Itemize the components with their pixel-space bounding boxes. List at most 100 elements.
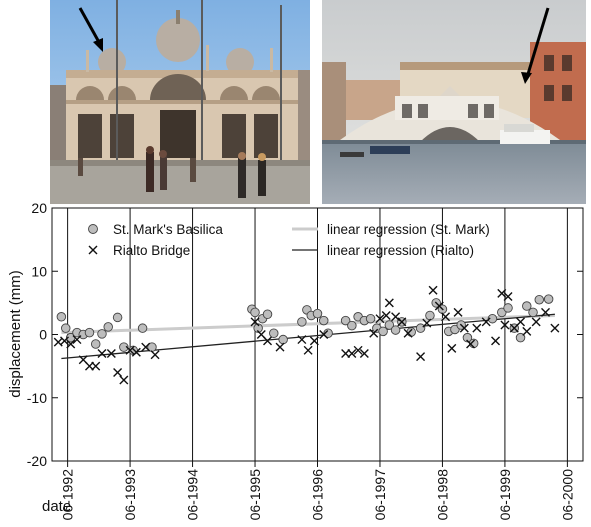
st-marks-point	[103, 322, 113, 332]
legend-marker-rialto	[88, 245, 98, 255]
rialto-point	[131, 347, 141, 357]
st-marks-point	[97, 329, 107, 339]
legend-label-st-marks: St. Mark's Basilica	[113, 222, 223, 237]
rialto-point	[353, 345, 363, 355]
st-marks-point	[378, 326, 388, 337]
rialto-point-stroke	[113, 367, 123, 377]
st-marks-point	[323, 328, 333, 338]
rialto-point	[347, 348, 357, 358]
photos-strip	[50, 0, 586, 204]
rialto-point	[381, 311, 391, 321]
x-tick-label: 06-1993	[122, 469, 138, 521]
rialto-point-stroke	[491, 336, 501, 346]
rialto-point	[453, 307, 463, 317]
rialto-point	[550, 323, 560, 333]
rialto-point	[403, 328, 413, 338]
rialto-point	[531, 317, 541, 327]
rialto-point	[472, 323, 482, 333]
rialto-point	[481, 317, 491, 327]
rialto-point-stroke	[428, 285, 438, 295]
rialto-point-stroke	[263, 336, 273, 346]
rialto-point-stroke	[531, 317, 541, 327]
rialto-point	[141, 342, 151, 352]
rialto-point-stroke	[403, 328, 413, 338]
st-marks-point	[312, 308, 323, 319]
rialto-point	[119, 375, 129, 385]
rialto-point	[522, 326, 532, 336]
rialto-point	[516, 317, 526, 327]
st-marks-point	[253, 323, 263, 333]
rialto-point	[503, 292, 513, 302]
st-marks-point	[390, 325, 401, 335]
st-marks-point	[515, 332, 526, 343]
rialto-point	[250, 317, 260, 327]
rialto-point-stroke	[66, 339, 76, 349]
rialto-point	[491, 336, 501, 346]
st-marks-point	[137, 323, 148, 333]
rialto-point-stroke	[397, 317, 407, 327]
rialto-point	[434, 301, 444, 311]
rialto-point-stroke	[381, 311, 391, 321]
rialto-point-stroke	[150, 350, 160, 360]
rialto-point-stroke	[369, 328, 379, 338]
rialto-point	[91, 361, 101, 371]
st-marks-point	[297, 317, 307, 327]
rialto-point-stroke	[434, 301, 444, 311]
rialto-point-stroke	[131, 347, 141, 357]
x-tick-label: 06-2000	[559, 469, 575, 521]
x-tick-label: 06-1992	[60, 469, 76, 521]
st-marks-point	[278, 334, 288, 345]
rialto-point-stroke	[78, 355, 88, 365]
rialto-point-stroke	[297, 335, 307, 345]
rialto-point	[297, 335, 307, 345]
rialto-point-stroke	[453, 307, 463, 317]
st-marks-point	[384, 320, 395, 330]
rialto-point	[397, 317, 407, 327]
st-marks-point	[503, 303, 513, 313]
x-tick-label: 06-1997	[372, 469, 388, 521]
rialto-point-stroke	[391, 312, 401, 322]
rialto-point	[391, 312, 401, 322]
rialto-point	[97, 348, 107, 358]
rialto-point-stroke	[375, 314, 385, 324]
rialto-point-stroke	[459, 323, 469, 333]
rialto-point-stroke	[466, 339, 476, 349]
rialto-point-stroke	[119, 375, 129, 385]
rialto-point-stroke	[422, 318, 432, 328]
rialto-point	[66, 339, 76, 349]
rialto-point-stroke	[359, 348, 369, 358]
st-marks-point	[425, 310, 435, 321]
rialto-point	[113, 367, 123, 377]
rialto-point-stroke	[516, 317, 526, 327]
rialto-point-stroke	[441, 312, 451, 322]
rialto-point	[428, 285, 438, 295]
st-marks-point	[347, 320, 357, 331]
rialto-bridge-photo	[322, 0, 586, 204]
st-marks-point	[415, 323, 426, 333]
rialto-point-stroke	[125, 345, 135, 355]
st-marks-point	[119, 342, 129, 352]
rialto-point-stroke	[353, 345, 363, 355]
st-marks-point	[406, 327, 416, 337]
y-axis-title: displacement (mm)	[7, 270, 24, 398]
st-marks-point	[84, 327, 95, 338]
rialto-point	[150, 350, 160, 360]
rialto-point-stroke	[72, 335, 82, 345]
st-marks-point	[543, 294, 554, 304]
rialto-point-stroke	[522, 326, 532, 336]
rialto-point	[447, 343, 457, 353]
regression-line	[61, 313, 555, 360]
y-tick-label: -10	[27, 390, 47, 406]
x-tick-label: 06-1999	[497, 469, 513, 521]
rialto-point	[369, 328, 379, 338]
rialto-point-stroke	[309, 336, 319, 346]
st-marks-point	[250, 307, 260, 318]
st-marks-point	[528, 307, 538, 318]
rialto-point-stroke	[303, 345, 313, 355]
rialto-point	[500, 320, 510, 330]
rialto-point-stroke	[481, 317, 491, 327]
x-tick-label: 06-1998	[434, 469, 450, 521]
rialto-point-stroke	[53, 337, 63, 347]
legend-label-rialto-regression: linear regression (Rialto)	[327, 243, 474, 258]
rialto-point	[59, 336, 69, 346]
